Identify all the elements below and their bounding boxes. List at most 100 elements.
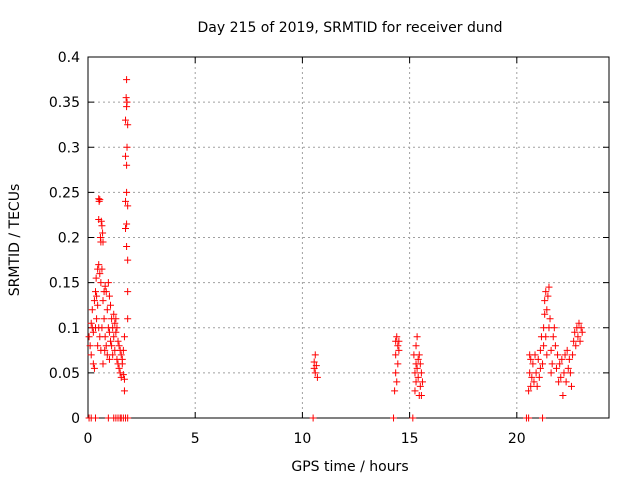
- data-point: [96, 196, 104, 204]
- data-point: [543, 306, 551, 314]
- x-tick-label: 5: [191, 431, 200, 447]
- data-point: [112, 315, 120, 323]
- data-point: [576, 337, 584, 345]
- data-point: [109, 351, 117, 359]
- data-point: [123, 243, 131, 251]
- y-tick-label: 0.1: [58, 321, 80, 337]
- data-point: [123, 161, 131, 169]
- data-point: [532, 369, 540, 377]
- x-tick-labels: 0 5 10 15 20: [84, 431, 526, 447]
- data-point: [569, 351, 577, 359]
- data-point: [412, 342, 420, 350]
- data-point: [528, 373, 536, 381]
- data-point: [122, 224, 130, 232]
- y-tick-label: 0.05: [49, 366, 80, 382]
- data-point: [114, 337, 122, 345]
- data-point: [392, 369, 400, 377]
- data-point: [95, 197, 103, 205]
- data-point: [124, 202, 132, 210]
- data-point: [525, 387, 533, 395]
- data-point: [392, 351, 400, 359]
- data-point: [556, 360, 564, 368]
- data-point: [557, 373, 565, 381]
- data-point: [105, 328, 113, 336]
- data-point: [563, 346, 571, 354]
- data-point: [98, 265, 106, 273]
- data-point: [560, 369, 568, 377]
- data-point: [95, 261, 103, 269]
- data-point: [86, 342, 94, 350]
- x-tick-label: 20: [508, 431, 526, 447]
- data-point: [124, 256, 132, 264]
- data-point: [542, 288, 550, 296]
- data-point: [99, 297, 107, 305]
- data-point: [110, 333, 118, 341]
- chart-title: Day 215 of 2019, SRMTID for receiver dun…: [198, 20, 503, 36]
- data-point: [107, 337, 115, 345]
- data-point: [119, 371, 127, 379]
- data-point: [101, 282, 109, 290]
- data-point: [310, 358, 318, 366]
- data-point: [100, 315, 108, 323]
- data-point: [92, 288, 100, 296]
- data-point: [92, 414, 100, 422]
- data-point: [98, 324, 106, 332]
- data-point: [416, 382, 424, 390]
- data-point: [105, 355, 113, 363]
- data-point: [558, 355, 566, 363]
- data-point: [97, 279, 105, 287]
- data-point: [536, 364, 544, 372]
- data-point: [409, 414, 417, 422]
- data-point: [415, 351, 423, 359]
- data-point: [539, 360, 547, 368]
- data-point: [101, 346, 109, 354]
- data-point: [93, 292, 101, 300]
- data-point: [123, 143, 131, 151]
- data-point: [99, 360, 107, 368]
- data-point: [394, 342, 402, 350]
- x-tick-label: 10: [293, 431, 311, 447]
- y-tick-label: 0.35: [49, 95, 80, 111]
- data-point: [120, 333, 128, 341]
- data-point: [123, 220, 131, 228]
- data-point: [525, 414, 533, 422]
- data-point: [88, 306, 96, 314]
- data-point: [412, 378, 420, 386]
- data-point: [390, 414, 398, 422]
- data-point: [551, 342, 559, 350]
- data-point: [99, 229, 107, 237]
- data-point: [89, 360, 97, 368]
- data-point: [575, 319, 583, 327]
- data-point: [566, 369, 574, 377]
- x-axis-label: GPS time / hours: [291, 459, 408, 475]
- data-point: [102, 288, 110, 296]
- data-point: [94, 342, 102, 350]
- data-point: [562, 378, 570, 386]
- data-point: [536, 346, 544, 354]
- data-point: [572, 342, 580, 350]
- data-point: [122, 116, 130, 124]
- data-point: [395, 346, 403, 354]
- data-point: [550, 324, 558, 332]
- data-point: [87, 351, 95, 359]
- data-point: [90, 364, 98, 372]
- data-point: [309, 414, 317, 422]
- data-point: [115, 364, 123, 372]
- data-point: [393, 378, 401, 386]
- data-point: [123, 188, 131, 196]
- data-point: [99, 238, 107, 246]
- data-point: [414, 373, 422, 381]
- data-point: [561, 351, 569, 359]
- data-point: [122, 94, 130, 102]
- data-point: [120, 387, 128, 395]
- data-point: [546, 315, 554, 323]
- data-point: [526, 369, 534, 377]
- data-point: [567, 382, 575, 390]
- data-point: [87, 319, 95, 327]
- data-point: [122, 152, 130, 160]
- data-point: [111, 319, 119, 327]
- data-point: [90, 297, 98, 305]
- y-tick-labels: 0 0.05 0.1 0.15 0.2 0.25 0.3 0.35 0.4: [49, 50, 80, 427]
- data-point: [530, 378, 538, 386]
